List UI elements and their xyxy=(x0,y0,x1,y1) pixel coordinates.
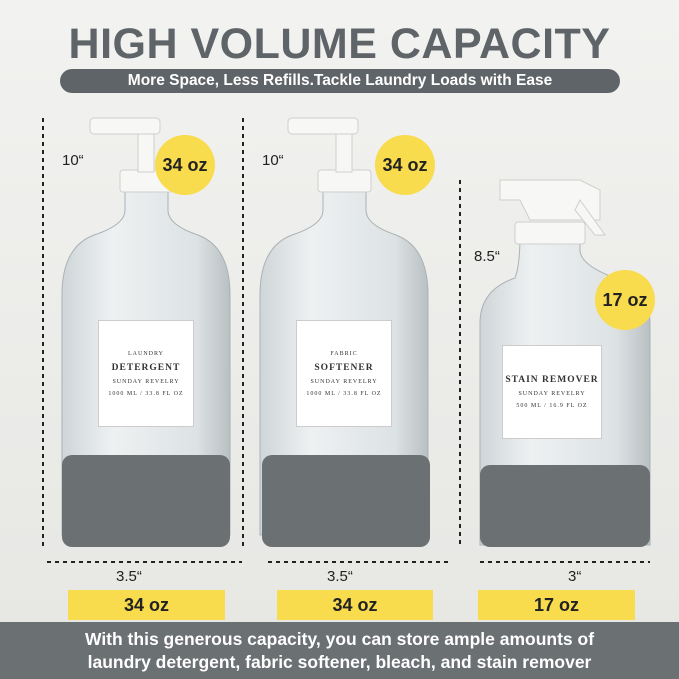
label-text: LAUNDRY xyxy=(127,350,164,357)
capacity-badge: 17 oz xyxy=(595,270,655,330)
capacity-label: 34 oz xyxy=(68,590,225,620)
label-text: 1000 ML / 33.8 FL OZ xyxy=(306,390,382,397)
subtitle: More Space, Less Refills.Tackle Laundry … xyxy=(60,69,620,93)
footer-line: With this generous capacity, you can sto… xyxy=(84,628,595,649)
capacity-label: 34 oz xyxy=(277,590,433,620)
label-text: SUNDAY REVELRY xyxy=(112,378,180,385)
bottle-label: FABRIC SOFTENER SUNDAY REVELRY 1000 ML / 33… xyxy=(296,320,392,427)
bottle-label: LAUNDRY DETERGENT SUNDAY REVELRY 1000 ML / … xyxy=(98,320,194,427)
label-text: SUNDAY REVELRY xyxy=(310,378,378,385)
bottle-label: STAIN REMOVER SUNDAY REVELRY 500 ML / 16.9… xyxy=(502,345,602,439)
label-text: DETERGENT xyxy=(111,362,181,373)
width-label: 3.5“ xyxy=(116,568,142,585)
height-label: 10“ xyxy=(262,152,284,169)
label-text: SOFTENER xyxy=(314,362,374,373)
height-label: 10“ xyxy=(62,152,84,169)
footer-line: laundry detergent, fabric softener, blea… xyxy=(87,651,592,672)
capacity-label: 17 oz xyxy=(478,590,635,620)
label-text: 1000 ML / 33.8 FL OZ xyxy=(108,390,184,397)
label-text: FABRIC xyxy=(330,350,358,357)
width-label: 3“ xyxy=(568,568,582,585)
title: HIGH VOLUME CAPACITY xyxy=(68,20,611,68)
capacity-badge: 34 oz xyxy=(155,135,215,195)
capacity-badge: 34 oz xyxy=(375,135,435,195)
footer: With this generous capacity, you can sto… xyxy=(0,622,679,679)
label-text: SUNDAY REVELRY xyxy=(518,391,586,397)
label-text: 500 ML / 16.9 FL OZ xyxy=(516,403,588,409)
width-label: 3.5“ xyxy=(327,568,353,585)
height-label: 8.5“ xyxy=(474,248,500,265)
label-text: STAIN REMOVER xyxy=(505,375,599,385)
